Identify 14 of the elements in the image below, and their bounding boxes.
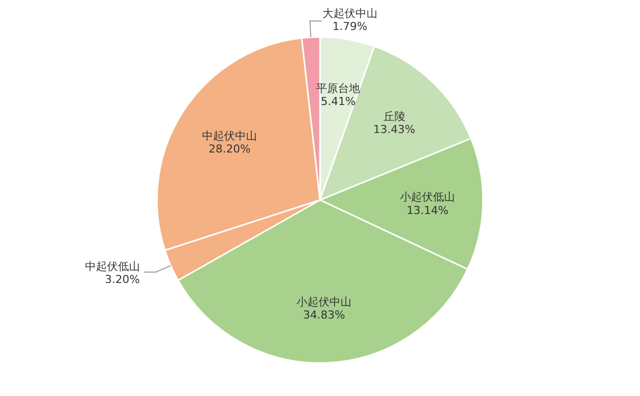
slice-label: 平原台地: [316, 82, 360, 95]
data-label: 1.79%: [332, 20, 368, 33]
slice-label: 丘陵: [383, 110, 406, 123]
slice-label: 小起伏低山: [400, 190, 456, 204]
data-label: 13.43%: [373, 123, 416, 136]
data-label: 28.20%: [208, 142, 251, 156]
slice-label: 大起伏中山: [322, 6, 378, 20]
slice-label: 中起伏中山: [202, 130, 258, 143]
data-label: 13.14%: [406, 204, 449, 217]
slice-label: 小起伏中山: [296, 295, 352, 308]
data-label: 34.83%: [303, 308, 346, 322]
slice-label: 中起伏低山: [84, 260, 140, 273]
data-label: 5.41%: [320, 94, 356, 108]
data-label: 3.20%: [104, 273, 140, 286]
